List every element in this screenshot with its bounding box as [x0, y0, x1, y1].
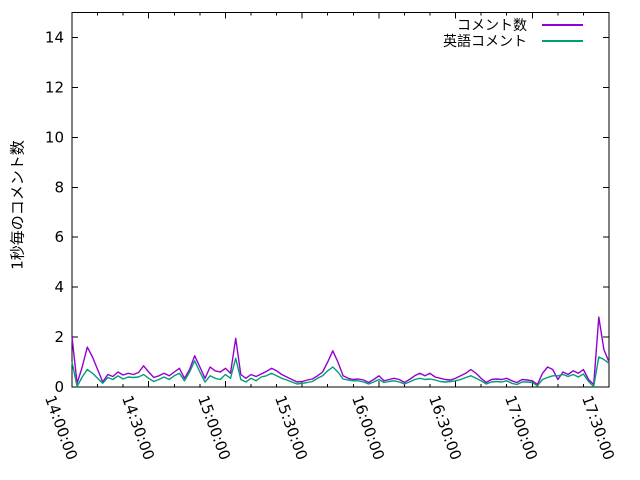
y-tick-label: 0: [54, 378, 64, 396]
series-line-1: [71, 356, 610, 388]
legend-line-sample-english-comments: [542, 40, 583, 42]
y-axis-title: 1秒毎のコメント数: [8, 140, 27, 270]
y-tick-label: 6: [54, 228, 64, 246]
y-tick-label: 12: [45, 78, 64, 96]
legend-row-english-comments: 英語コメント: [443, 33, 583, 50]
legend-label-comments: コメント数: [457, 18, 527, 34]
y-tick-label: 4: [54, 278, 64, 296]
legend-row-comments: コメント数: [443, 17, 583, 34]
y-tick-label: 14: [45, 28, 64, 46]
series-line-0: [71, 316, 610, 386]
y-tick-label: 8: [54, 178, 64, 196]
y-tick-label: 10: [45, 128, 64, 146]
y-tick-label: 2: [54, 328, 64, 346]
legend: コメント数 英語コメント: [443, 17, 583, 50]
legend-label-english-comments: 英語コメント: [443, 34, 527, 50]
legend-line-sample-comments: [542, 24, 583, 26]
plot-border: [71, 12, 610, 388]
